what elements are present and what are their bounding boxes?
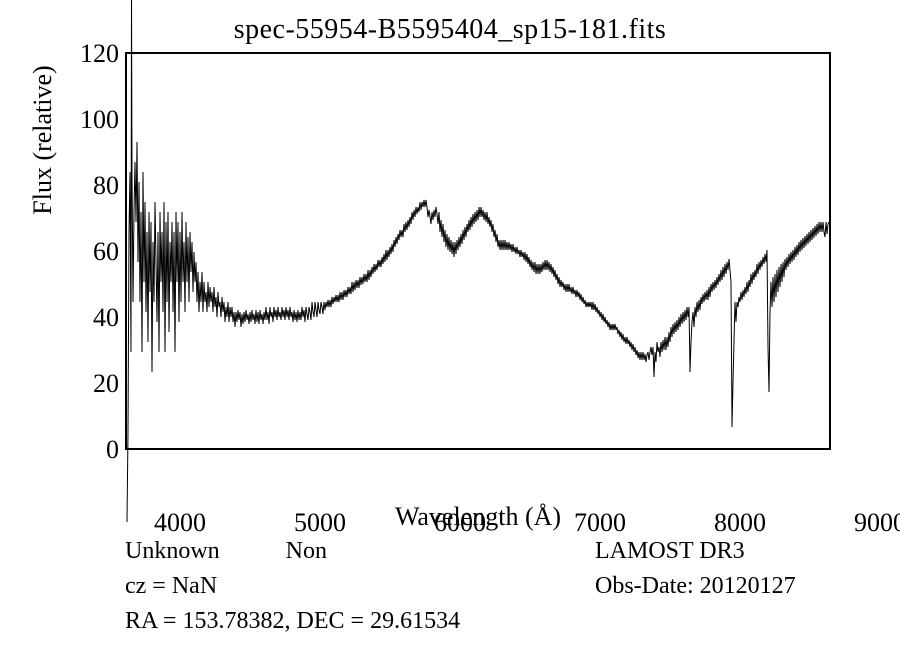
y-tick-label-20: 20 — [59, 369, 119, 399]
object-type-label: Unknown — [125, 538, 220, 564]
redshift-label: cz = NaN — [125, 573, 595, 600]
metadata-block: Unknown Non LAMOST DR3 cz = NaN Obs-Date… — [125, 538, 900, 643]
y-tick-label-40: 40 — [59, 303, 119, 333]
page-title: spec-55954-B5595404_sp15-181.fits — [0, 14, 900, 46]
object-classification-row: Unknown Non — [125, 538, 595, 565]
y-tick-label-60: 60 — [59, 237, 119, 267]
x-axis-label: Wavelength (Å) — [125, 502, 831, 532]
obs-date-label: Obs-Date: 20120127 — [595, 573, 895, 600]
y-tick-label-120: 120 — [59, 39, 119, 69]
y-tick-label-100: 100 — [59, 105, 119, 135]
spectrum-plot-page: spec-55954-B5595404_sp15-181.fits 120 10… — [0, 0, 900, 649]
survey-label: LAMOST DR3 — [595, 538, 895, 565]
plot-area: 120 100 80 60 40 20 0 4000 5000 6000 700… — [125, 52, 831, 450]
x-tick-label-9000: 9000 — [850, 508, 900, 538]
y-tick-label-80: 80 — [59, 171, 119, 201]
spectrum-line-chart — [125, 52, 831, 450]
y-tick-label-0: 0 — [59, 435, 119, 465]
classification-label: Non — [286, 538, 327, 564]
coordinates-label: RA = 153.78382, DEC = 29.61534 — [125, 608, 595, 635]
empty-col — [595, 608, 895, 635]
y-axis-label: Flux (relative) — [28, 40, 58, 240]
